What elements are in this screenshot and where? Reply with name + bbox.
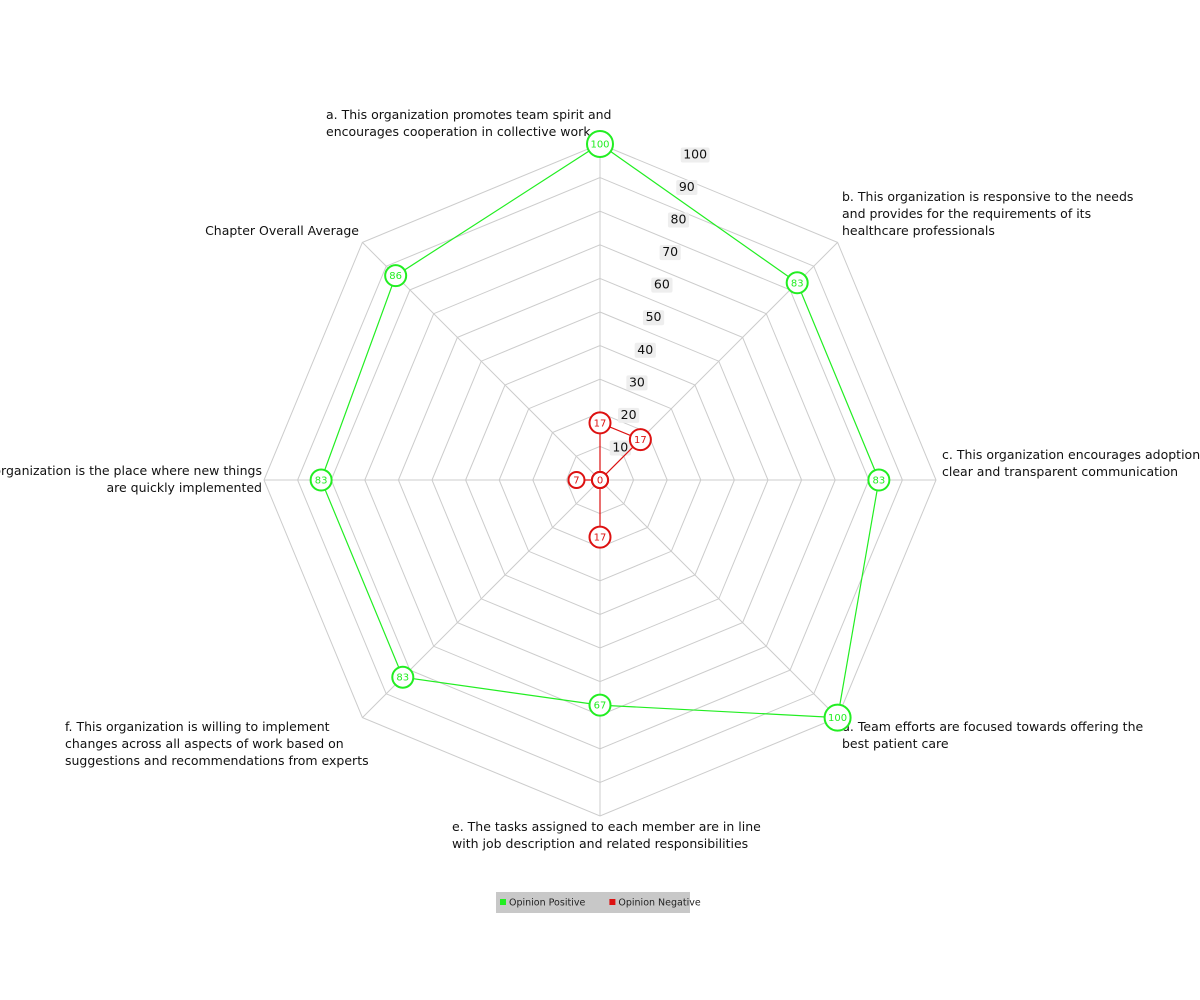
legend: Opinion Positive Opinion Negative — [496, 892, 701, 913]
tick-label-bg — [680, 147, 710, 163]
data-label: 83 — [873, 476, 886, 487]
radial-tick-labels: 10 20 30 40 50 60 70 80 90 100 — [609, 146, 710, 456]
data-point — [867, 468, 891, 492]
tick-label-bg — [651, 277, 673, 293]
tick-label-80: 80 — [671, 212, 687, 227]
axis-label-6-line-0: g. This organization is the place where … — [0, 463, 262, 478]
data-point — [588, 693, 612, 717]
data-label: 17 — [634, 435, 647, 446]
tick-label-bg — [667, 212, 690, 228]
data-label: 83 — [791, 278, 804, 289]
tick-label-100: 100 — [683, 146, 707, 161]
axis-label-7-line-0: Chapter Overall Average — [205, 223, 359, 238]
axis-label-1-line-1: and provides for the requirements of its — [842, 206, 1091, 221]
data-point — [391, 665, 415, 689]
data-point — [567, 471, 586, 489]
axis-label-3-line-1: best patient care — [842, 736, 949, 751]
data-point — [591, 471, 609, 489]
legend-box — [496, 892, 690, 913]
data-point — [588, 525, 612, 549]
tick-label-20: 20 — [621, 407, 637, 422]
tick-label-bg — [659, 245, 681, 261]
axis-label-5-line-2: suggestions and recommendations from exp… — [65, 753, 369, 768]
data-point — [586, 130, 614, 158]
series-1: 17170017070 — [567, 411, 652, 549]
axis-label-5-line-1: changes across all aspects of work based… — [65, 736, 344, 751]
data-label: 83 — [315, 476, 328, 487]
tick-label-30: 30 — [629, 374, 645, 389]
axis-label-4-line-0: e. The tasks assigned to each member are… — [452, 819, 761, 834]
tick-label-70: 70 — [662, 244, 678, 259]
tick-label-bg — [626, 375, 648, 391]
tick-label-bg — [618, 407, 640, 423]
data-label: 17 — [594, 418, 607, 429]
axis-label-3-line-0: d. Team efforts are focused towards offe… — [842, 719, 1143, 734]
axis-label-1-line-2: healthcare professionals — [842, 223, 995, 238]
data-label: 67 — [594, 701, 607, 712]
tick-label-60: 60 — [654, 277, 670, 292]
data-point — [785, 271, 809, 295]
axis-label-0-line-1: encourages cooperation in collective wor… — [326, 124, 591, 139]
data-label: 83 — [396, 673, 409, 684]
data-label: 100 — [828, 713, 847, 724]
axis-label-5-line-0: f. This organization is willing to imple… — [65, 719, 330, 734]
axis-label-0-line-0: a. This organization promotes team spiri… — [326, 107, 612, 122]
tick-label-bg — [676, 180, 698, 196]
tick-label-40: 40 — [637, 342, 653, 357]
legend-entry-1: Opinion Negative — [618, 898, 700, 909]
data-point — [588, 411, 612, 435]
data-label: 100 — [590, 140, 609, 151]
series-layer: 10083831006783838617170017070 — [309, 130, 891, 732]
tick-label-bg — [634, 342, 656, 358]
tick-label-bg — [642, 310, 665, 326]
data-label: 0 — [597, 476, 603, 487]
data-point — [384, 264, 408, 288]
axis-label-6-line-1: are quickly implemented — [106, 480, 262, 495]
data-label: 7 — [573, 476, 579, 487]
data-point — [823, 703, 852, 732]
tick-label-10: 10 — [612, 439, 628, 454]
legend-entry-0: Opinion Positive — [509, 898, 585, 909]
axis-label-2-line-0: c. This organization encourages adoption… — [942, 447, 1200, 462]
data-label: 17 — [594, 533, 607, 544]
tick-label-90: 90 — [679, 179, 695, 194]
tick-label-50: 50 — [646, 309, 662, 324]
tick-label-bg — [609, 440, 631, 456]
axis-labels: a. This organization promotes team spiri… — [0, 107, 1200, 851]
axis-label-1-line-0: b. This organization is responsive to th… — [842, 189, 1133, 204]
data-point — [309, 468, 333, 492]
data-label: 86 — [389, 271, 402, 282]
axis-label-2-line-1: clear and transparent communication — [942, 464, 1178, 479]
spoke-line — [599, 479, 838, 718]
axis-label-4-line-1: with job description and related respons… — [452, 836, 748, 851]
legend-swatch-1 — [609, 899, 616, 905]
legend-swatch-0 — [500, 899, 506, 905]
data-point — [628, 428, 652, 452]
